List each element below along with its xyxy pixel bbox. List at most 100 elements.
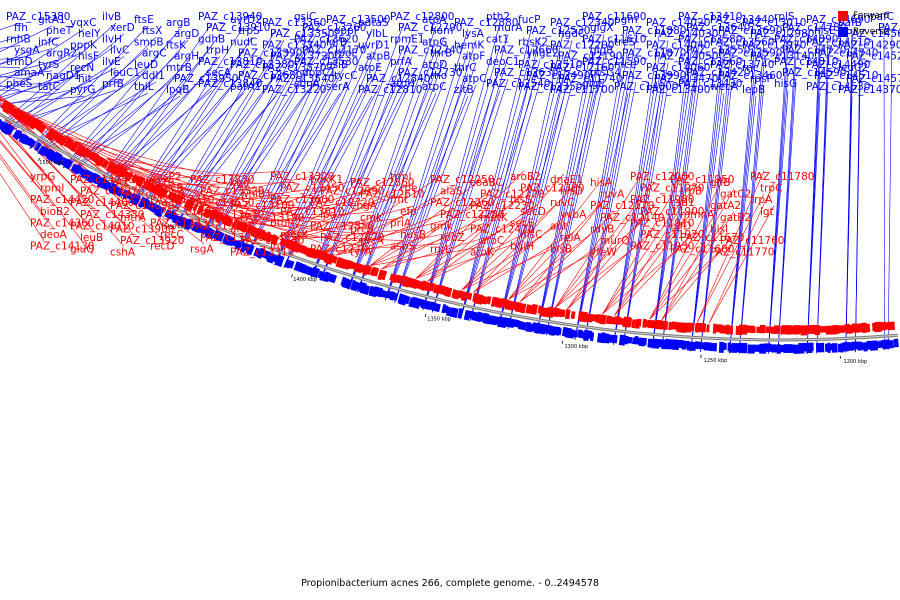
reverse-gene-label: PAZ_c14590: [782, 67, 846, 79]
forward-feature: [547, 306, 554, 318]
reverse-feature: [429, 301, 435, 311]
leader-line: [567, 228, 655, 310]
forward-gene-label: bioB2: [40, 206, 70, 218]
forward-feature: [75, 144, 85, 156]
forward-feature: [525, 304, 532, 314]
leader-line: [191, 199, 325, 221]
leader-line: [661, 211, 735, 321]
forward-gene-label: yvbA: [560, 209, 587, 221]
leader-line: [461, 220, 565, 290]
reverse-gene-label: hit: [78, 73, 92, 85]
forward-gene-label: PAZ_c11950: [670, 174, 734, 186]
reverse-gene-label: PAZ_c13910: [206, 22, 270, 34]
leader-line: [473, 231, 575, 293]
leader-line: [106, 158, 245, 178]
reverse-feature: [311, 267, 318, 277]
leader-line: [235, 218, 365, 224]
leader-line: [140, 37, 253, 209]
forward-feature: [552, 307, 560, 318]
reverse-feature: [12, 129, 20, 139]
reverse-feature: [137, 196, 146, 208]
leader-line: [427, 182, 535, 282]
reverse-gene-label: rpsP: [750, 73, 773, 85]
forward-gene-label: lgt: [760, 206, 774, 218]
reverse-feature: [638, 337, 646, 347]
forward-gene-label: lpd: [320, 209, 336, 221]
reverse-gene-label: PAZ_c13460: [718, 70, 782, 82]
forward-gene-label: aroA: [230, 223, 255, 235]
reverse-feature: [825, 343, 830, 352]
forward-gene-label: murQ: [600, 235, 629, 247]
leader-line: [0, 22, 21, 30]
forward-gene-label: PAZ_c13330: [190, 220, 254, 232]
leader-line: [422, 67, 501, 311]
reverse-feature: [184, 218, 194, 231]
forward-gene-label: fmt: [390, 194, 408, 206]
forward-gene-label: leuB: [80, 232, 103, 244]
reverse-gene-label: PAZ_c14610: [806, 36, 870, 48]
forward-gene-label: PAZ_c14420: [30, 194, 94, 206]
leader-line: [279, 193, 405, 237]
leader-line: [246, 188, 375, 224]
reverse-feature: [553, 326, 561, 336]
reverse-gene-label: PAZ_c12970: [742, 39, 806, 51]
forward-gene-label: PAZ_c13310: [230, 247, 294, 259]
forward-feature: [125, 171, 134, 182]
forward-feature: [13, 108, 25, 121]
reverse-gene-label: rbsK2: [518, 36, 548, 48]
reverse-gene-label: helY: [78, 28, 101, 40]
reverse-gene-label: PAZ_c12800: [390, 11, 454, 23]
leader-line: [649, 176, 725, 320]
leader-line: [96, 22, 213, 187]
forward-gene-label: PAZ_c13320: [270, 171, 334, 183]
forward-gene-label: PAZ_c11780: [750, 171, 814, 183]
leader-line: [508, 199, 605, 300]
leader-line: [105, 34, 221, 191]
leader-line: [777, 78, 797, 355]
reverse-feature: [108, 182, 118, 195]
forward-gene-label: PAZ_c13600: [270, 194, 334, 206]
reverse-feature: [222, 233, 230, 244]
forward-gene-label: gatC2: [720, 189, 751, 201]
leader-line: [310, 22, 405, 278]
leader-line: [384, 51, 469, 301]
leader-line: [738, 62, 765, 354]
reverse-feature: [0, 121, 7, 130]
leader-line: [729, 96, 757, 354]
leader-line: [806, 93, 821, 354]
forward-gene-label: PAZ_c13610: [280, 206, 344, 218]
reverse-feature: [253, 247, 263, 258]
forward-feature: [826, 325, 831, 334]
leader-line: [602, 173, 685, 315]
reverse-feature: [397, 293, 404, 304]
reverse-gene-label: PAZ_c12790: [398, 22, 462, 34]
reverse-gene-label: argC: [142, 48, 167, 60]
reverse-gene-label: PAZ_c12190: [558, 51, 622, 63]
reverse-feature: [164, 209, 174, 220]
forward-gene-label: PAZ_c11980: [630, 194, 694, 206]
reverse-gene-label: deoC1: [486, 56, 520, 68]
forward-gene-label: PAZ_c13190: [240, 212, 304, 224]
leader-line: [247, 59, 349, 255]
reverse-gene-label: hemK: [454, 39, 485, 51]
leader-line: [175, 40, 285, 225]
forward-gene-label: PAZ_c12230: [470, 200, 534, 212]
leader-line: [651, 45, 693, 349]
leader-line: [357, 37, 445, 293]
reverse-feature: [245, 244, 255, 256]
reverse-feature: [857, 341, 863, 351]
reverse-gene-label: PAZ_c14050: [654, 51, 718, 63]
leader-line: [384, 96, 469, 301]
leader-line: [498, 28, 565, 327]
reverse-gene-label: PAZ_c13340: [262, 39, 326, 51]
reverse-gene-label: PAZ_c13690: [718, 25, 782, 37]
forward-feature: [451, 289, 457, 299]
leader-line: [381, 234, 495, 270]
leader-line: [0, 157, 45, 218]
leader-line: [508, 223, 605, 300]
forward-feature: [212, 210, 221, 221]
forward-gene-label: PAZ_c14090: [110, 200, 174, 212]
leader-line: [0, 122, 85, 221]
reverse-gene-label: PAZ_c14780: [782, 22, 846, 34]
